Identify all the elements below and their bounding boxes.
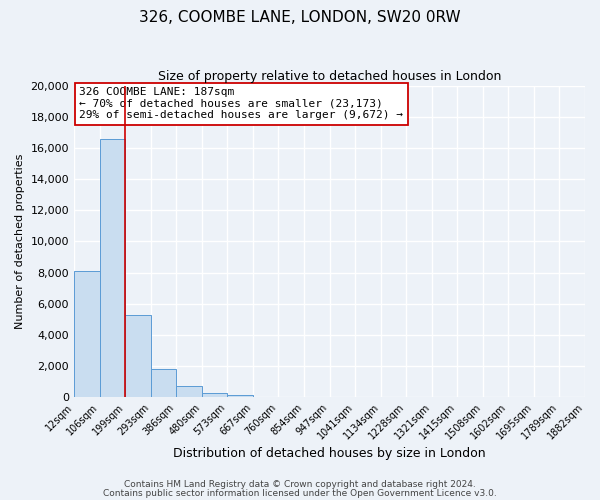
Text: Contains HM Land Registry data © Crown copyright and database right 2024.: Contains HM Land Registry data © Crown c… <box>124 480 476 489</box>
X-axis label: Distribution of detached houses by size in London: Distribution of detached houses by size … <box>173 447 486 460</box>
Bar <box>100 138 125 398</box>
Bar <box>202 393 227 398</box>
Text: 326 COOMBE LANE: 187sqm
← 70% of detached houses are smaller (23,173)
29% of sem: 326 COOMBE LANE: 187sqm ← 70% of detache… <box>79 87 403 120</box>
Bar <box>125 314 151 398</box>
Text: 326, COOMBE LANE, LONDON, SW20 0RW: 326, COOMBE LANE, LONDON, SW20 0RW <box>139 10 461 25</box>
Text: Contains public sector information licensed under the Open Government Licence v3: Contains public sector information licen… <box>103 489 497 498</box>
Title: Size of property relative to detached houses in London: Size of property relative to detached ho… <box>158 70 501 83</box>
Bar <box>151 370 176 398</box>
Bar <box>227 396 253 398</box>
Bar <box>176 386 202 398</box>
Bar <box>74 271 100 398</box>
Y-axis label: Number of detached properties: Number of detached properties <box>15 154 25 329</box>
